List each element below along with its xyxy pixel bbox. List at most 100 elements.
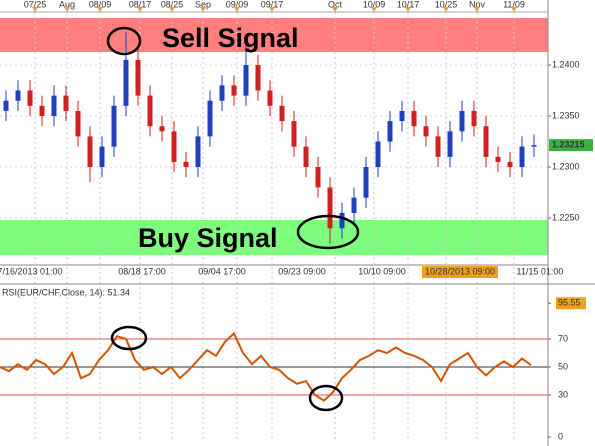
candle-body bbox=[123, 59, 129, 106]
date-marker bbox=[97, 7, 103, 12]
candle-body bbox=[531, 145, 537, 147]
date-marker bbox=[474, 7, 480, 12]
date-highlight bbox=[422, 266, 498, 278]
candle-body bbox=[459, 110, 465, 132]
candle-body bbox=[39, 105, 45, 117]
candle-body bbox=[519, 146, 525, 168]
y-tick-label: 1.2350 bbox=[552, 110, 580, 120]
highlight-circle bbox=[308, 384, 344, 412]
candle-body bbox=[63, 95, 69, 111]
candle-body bbox=[435, 136, 441, 157]
date-marker bbox=[332, 7, 338, 12]
candle-body bbox=[447, 131, 453, 157]
candle-body bbox=[255, 65, 261, 91]
candle-body bbox=[495, 156, 501, 162]
candle-body bbox=[267, 90, 273, 106]
top-date-label: 07/25 bbox=[24, 0, 47, 9]
candle-body bbox=[27, 90, 33, 106]
bottom-date-label: 09/23 09:00 bbox=[278, 266, 326, 276]
candle-body bbox=[159, 126, 165, 132]
candle-body bbox=[363, 167, 369, 198]
candle-body bbox=[231, 85, 237, 96]
candle-body bbox=[471, 110, 477, 127]
candle-body bbox=[15, 90, 21, 101]
candle-body bbox=[411, 110, 417, 127]
highlight-circle bbox=[296, 214, 360, 250]
candle-body bbox=[171, 131, 177, 162]
top-date-label: 11/09 bbox=[503, 0, 525, 9]
buy-signal-label: Buy Signal bbox=[138, 223, 278, 253]
rsi-line bbox=[0, 331, 532, 402]
y-tick-label: 30 bbox=[558, 389, 568, 399]
top-date-label: 10/25 bbox=[435, 0, 458, 9]
bottom-date-label: 09/04 17:00 bbox=[198, 266, 246, 276]
top-date-label: Sep bbox=[195, 0, 211, 9]
date-marker bbox=[371, 7, 377, 12]
bottom-date-label: 10/10 09:00 bbox=[358, 266, 406, 276]
bottom-date-label: 11/15 01:00 bbox=[517, 266, 564, 276]
candle-body bbox=[327, 187, 333, 229]
y-tick-label: 70 bbox=[558, 333, 568, 343]
date-marker bbox=[443, 7, 449, 12]
top-date-label: 09/17 bbox=[261, 0, 284, 9]
highlight-circle bbox=[110, 325, 148, 351]
candle-body bbox=[279, 105, 285, 122]
candle-body bbox=[291, 121, 297, 147]
candle-body bbox=[207, 100, 213, 137]
y-tick-label: 95.55 bbox=[558, 298, 581, 308]
candle-body bbox=[195, 136, 201, 168]
top-date-label: 08/25 bbox=[161, 0, 184, 9]
candle-body bbox=[375, 141, 381, 168]
bottom-date-label: 08/18 17:00 bbox=[118, 266, 166, 276]
candle-body bbox=[3, 100, 9, 111]
candle-body bbox=[303, 146, 309, 168]
y-tick-label: 1.2400 bbox=[552, 59, 580, 69]
candle-body bbox=[423, 126, 429, 137]
bottom-date-label: 10/28/2013 09:00 bbox=[425, 266, 495, 276]
sell-signal-label: Sell Signal bbox=[162, 23, 299, 53]
rsi-title: RSI(EUR/CHF,Close, 14): 51.34 bbox=[2, 287, 130, 297]
candle-body bbox=[483, 126, 489, 157]
candle-body bbox=[111, 105, 117, 147]
date-marker bbox=[234, 7, 240, 12]
y-tick-label: 1.2300 bbox=[552, 161, 580, 171]
candle-body bbox=[315, 167, 321, 188]
top-date-label: Oct bbox=[328, 0, 343, 9]
top-date-label: 10/09 bbox=[363, 0, 386, 9]
y-tick-label: 0 bbox=[558, 431, 563, 441]
top-date-label: 08/09 bbox=[89, 0, 112, 9]
bottom-date-label: 7/16/2013 01:00 bbox=[0, 266, 63, 276]
top-date-label: Aug bbox=[59, 0, 75, 9]
candle-body bbox=[243, 65, 249, 96]
candle-body bbox=[351, 197, 357, 213]
candle-body bbox=[99, 146, 105, 168]
candle-body bbox=[147, 95, 153, 127]
top-date-label: Nov bbox=[469, 0, 486, 9]
y-tick-label: 1.2250 bbox=[552, 212, 580, 222]
date-marker bbox=[64, 7, 70, 12]
candle-body bbox=[387, 121, 393, 142]
candle-body bbox=[51, 95, 57, 117]
candle-body bbox=[339, 212, 345, 229]
highlight-circle bbox=[106, 26, 142, 56]
top-date-label: 10/17 bbox=[397, 0, 420, 9]
top-date-label: 08/17 bbox=[129, 0, 152, 9]
top-date-label: 09/09 bbox=[226, 0, 249, 9]
candle-body bbox=[399, 110, 405, 122]
candle-body bbox=[75, 110, 81, 137]
date-marker bbox=[511, 7, 517, 12]
date-marker bbox=[169, 7, 175, 12]
date-marker bbox=[137, 7, 143, 12]
y-tick-label: 50 bbox=[558, 361, 568, 371]
candle-body bbox=[87, 136, 93, 168]
date-marker bbox=[200, 7, 206, 12]
candle-body bbox=[219, 85, 225, 101]
date-marker bbox=[269, 7, 275, 12]
date-marker bbox=[405, 7, 411, 12]
sell-zone bbox=[0, 18, 548, 52]
date-marker bbox=[32, 7, 38, 12]
candle-body bbox=[507, 161, 513, 168]
max-label-box bbox=[556, 297, 586, 310]
buy-zone bbox=[0, 220, 548, 255]
last-price-label: 1.23215 bbox=[552, 139, 585, 149]
